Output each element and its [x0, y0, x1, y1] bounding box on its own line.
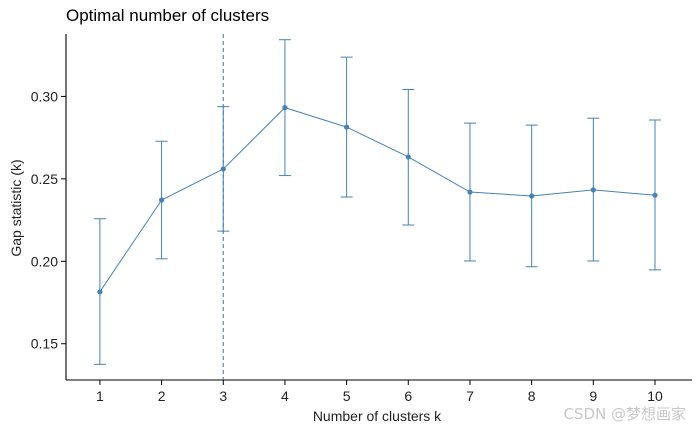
- chart-title: Optimal number of clusters: [66, 6, 270, 25]
- error-bars: [93, 39, 661, 365]
- data-point: [158, 197, 165, 203]
- axes: [65, 34, 692, 381]
- data-point: [529, 193, 535, 199]
- watermark: CSDN @梦想画家: [563, 405, 686, 423]
- data-point: [344, 124, 350, 130]
- gap-series-line: [99, 107, 656, 293]
- x-tick-label: 8: [528, 388, 536, 404]
- data-point: [405, 154, 411, 160]
- data-point: [282, 105, 288, 111]
- data-point: [590, 187, 596, 193]
- y-tick-label: 0.15: [31, 336, 58, 352]
- data-points: [97, 105, 658, 295]
- y-tick-label: 0.20: [31, 253, 58, 269]
- x-tick-label: 2: [158, 388, 166, 404]
- x-tick-label: 9: [589, 388, 597, 404]
- y-tick-label: 0.25: [31, 171, 58, 187]
- x-tick-label: 5: [343, 388, 351, 404]
- data-point: [220, 166, 226, 172]
- data-point: [467, 189, 473, 195]
- y-axis-label: Gap statistic (k): [8, 159, 24, 256]
- x-tick-label: 1: [96, 388, 104, 404]
- x-tick-label: 3: [219, 388, 227, 404]
- x-ticks: 1 2 3 4 5 6 7 8 9 10: [96, 380, 663, 404]
- x-tick-label: 6: [404, 388, 412, 404]
- y-tick-label: 0.30: [31, 88, 58, 104]
- data-point: [652, 192, 658, 198]
- x-tick-label: 7: [466, 388, 474, 404]
- y-ticks: 0.15 0.20 0.25 0.30: [31, 88, 66, 352]
- x-axis-label: Number of clusters k: [313, 408, 442, 424]
- x-tick-label: 4: [281, 388, 289, 404]
- x-tick-label: 10: [647, 388, 663, 404]
- data-point: [97, 289, 103, 295]
